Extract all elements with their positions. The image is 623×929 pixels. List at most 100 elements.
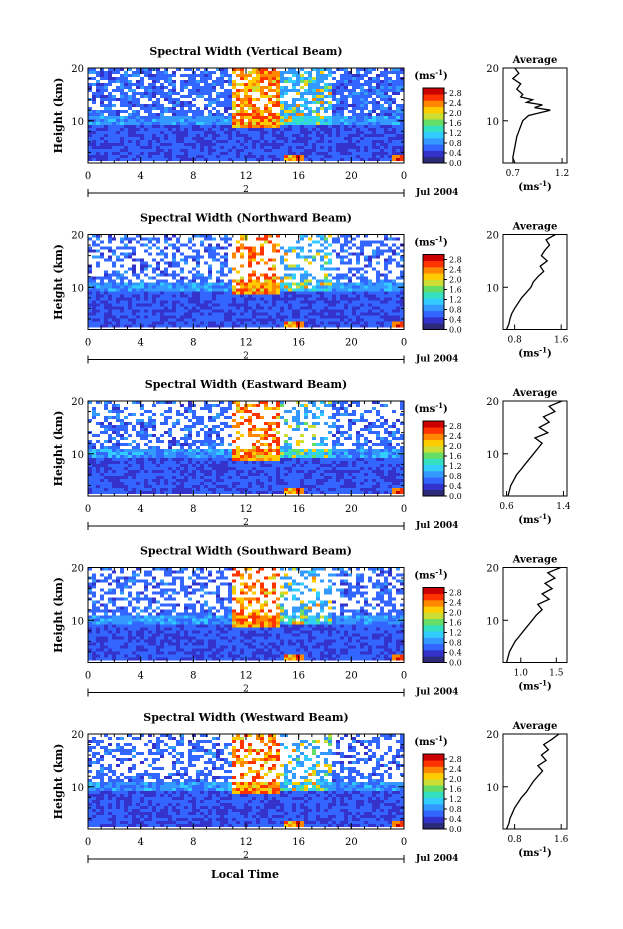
heatmap-cell	[180, 119, 184, 122]
heatmap-cell	[200, 476, 204, 479]
heatmap-cell	[384, 306, 388, 310]
heatmap-cell	[156, 282, 160, 286]
heatmap-cell	[296, 140, 300, 143]
heatmap-cell	[376, 104, 380, 107]
heatmap-cell	[400, 149, 404, 152]
heatmap-cell	[208, 143, 212, 146]
heatmap-cell	[184, 416, 188, 419]
heatmap-cell	[368, 158, 372, 161]
heatmap-cell	[180, 155, 184, 158]
heatmap-cell	[88, 458, 92, 461]
heatmap-cell	[124, 101, 128, 104]
heatmap-cell	[348, 309, 352, 313]
heatmap-cell	[184, 309, 188, 313]
heatmap-cell	[364, 282, 368, 286]
heatmap-cell	[216, 110, 220, 113]
heatmap-cell	[280, 303, 284, 307]
heatmap-cell	[112, 291, 116, 295]
heatmap-cell	[336, 285, 340, 289]
heatmap-cell	[232, 86, 236, 89]
heatmap-cell	[120, 434, 124, 437]
heatmap-cell	[128, 413, 132, 416]
heatmap-cell	[276, 83, 280, 86]
heatmap-cell	[172, 86, 176, 89]
heatmap-cell	[208, 446, 212, 449]
heatmap-cell	[108, 303, 112, 307]
heatmap-cell	[228, 122, 232, 125]
heatmap-cell	[320, 98, 324, 101]
heatmap-cell	[88, 146, 92, 149]
heatmap-cell	[108, 309, 112, 313]
heatmap-cell	[252, 273, 256, 277]
heatmap-cell	[168, 440, 172, 443]
panel-1: Spectral Width (Vertical Beam)2010Height…	[52, 45, 569, 198]
heatmap-cell	[180, 303, 184, 307]
heatmap-cell	[348, 128, 352, 131]
heatmap-cell	[256, 315, 260, 319]
heatmap-cell	[128, 137, 132, 140]
heatmap-cell	[168, 261, 172, 265]
heatmap-cell	[188, 246, 192, 250]
heatmap-cell	[164, 255, 168, 259]
heatmap-cell	[296, 77, 300, 80]
heatmap-cell	[360, 107, 364, 110]
heatmap-cell	[192, 425, 196, 428]
heatmap-cell	[184, 312, 188, 316]
heatmap-cell	[340, 68, 344, 71]
heatmap-cell	[388, 294, 392, 298]
average-title: Average	[512, 222, 558, 233]
heatmap-cell	[92, 140, 96, 143]
heatmap-cell	[272, 134, 276, 137]
heatmap-cell	[164, 464, 168, 467]
heatmap-cell	[360, 273, 364, 277]
heatmap-cell	[112, 237, 116, 241]
heatmap-cell	[116, 146, 120, 149]
heatmap-cell	[296, 246, 300, 250]
heatmap-cell	[188, 279, 192, 283]
heatmap-cell	[200, 137, 204, 140]
heatmap-cell	[292, 107, 296, 110]
heatmap-cell	[328, 321, 332, 325]
heatmap-cell	[128, 240, 132, 244]
heatmap-cell	[364, 125, 368, 128]
heatmap-cell	[280, 146, 284, 149]
heatmap-cell	[104, 470, 108, 473]
heatmap-cell	[172, 425, 176, 428]
heatmap-cell	[124, 140, 128, 143]
heatmap-cell	[248, 128, 252, 131]
heatmap-cell	[380, 297, 384, 301]
heatmap-cell	[372, 303, 376, 307]
heatmap-cell	[124, 152, 128, 155]
heatmap-cell	[312, 155, 316, 158]
heatmap-cell	[92, 110, 96, 113]
heatmap-cell	[244, 122, 248, 125]
heatmap-cell	[332, 107, 336, 110]
heatmap-cell	[244, 303, 248, 307]
x-tick-label: 16	[292, 171, 305, 182]
heatmap-cell	[152, 419, 156, 422]
heatmap-cell	[124, 128, 128, 131]
heatmap-cell	[324, 276, 328, 280]
heatmap-cell	[320, 86, 324, 89]
heatmap-cell	[340, 255, 344, 259]
heatmap-cell	[152, 482, 156, 485]
heatmap-cell	[172, 300, 176, 304]
heatmap-cell	[152, 288, 156, 292]
heatmap-cell	[140, 131, 144, 134]
heatmap-cell	[260, 140, 264, 143]
heatmap-cell	[360, 279, 364, 283]
heatmap-cell	[204, 288, 208, 292]
heatmap-cell	[120, 83, 124, 86]
heatmap-cell	[400, 110, 404, 113]
heatmap-cell	[300, 86, 304, 89]
heatmap-cell	[224, 452, 228, 455]
heatmap-cell	[352, 104, 356, 107]
heatmap-cell	[132, 294, 136, 298]
heatmap-cell	[396, 158, 400, 161]
heatmap-cell	[308, 146, 312, 149]
heatmap-cell	[160, 461, 164, 464]
heatmap-cell	[196, 252, 200, 256]
heatmap-cell	[120, 312, 124, 316]
heatmap-cell	[396, 291, 400, 295]
heatmap-cell	[200, 309, 204, 313]
